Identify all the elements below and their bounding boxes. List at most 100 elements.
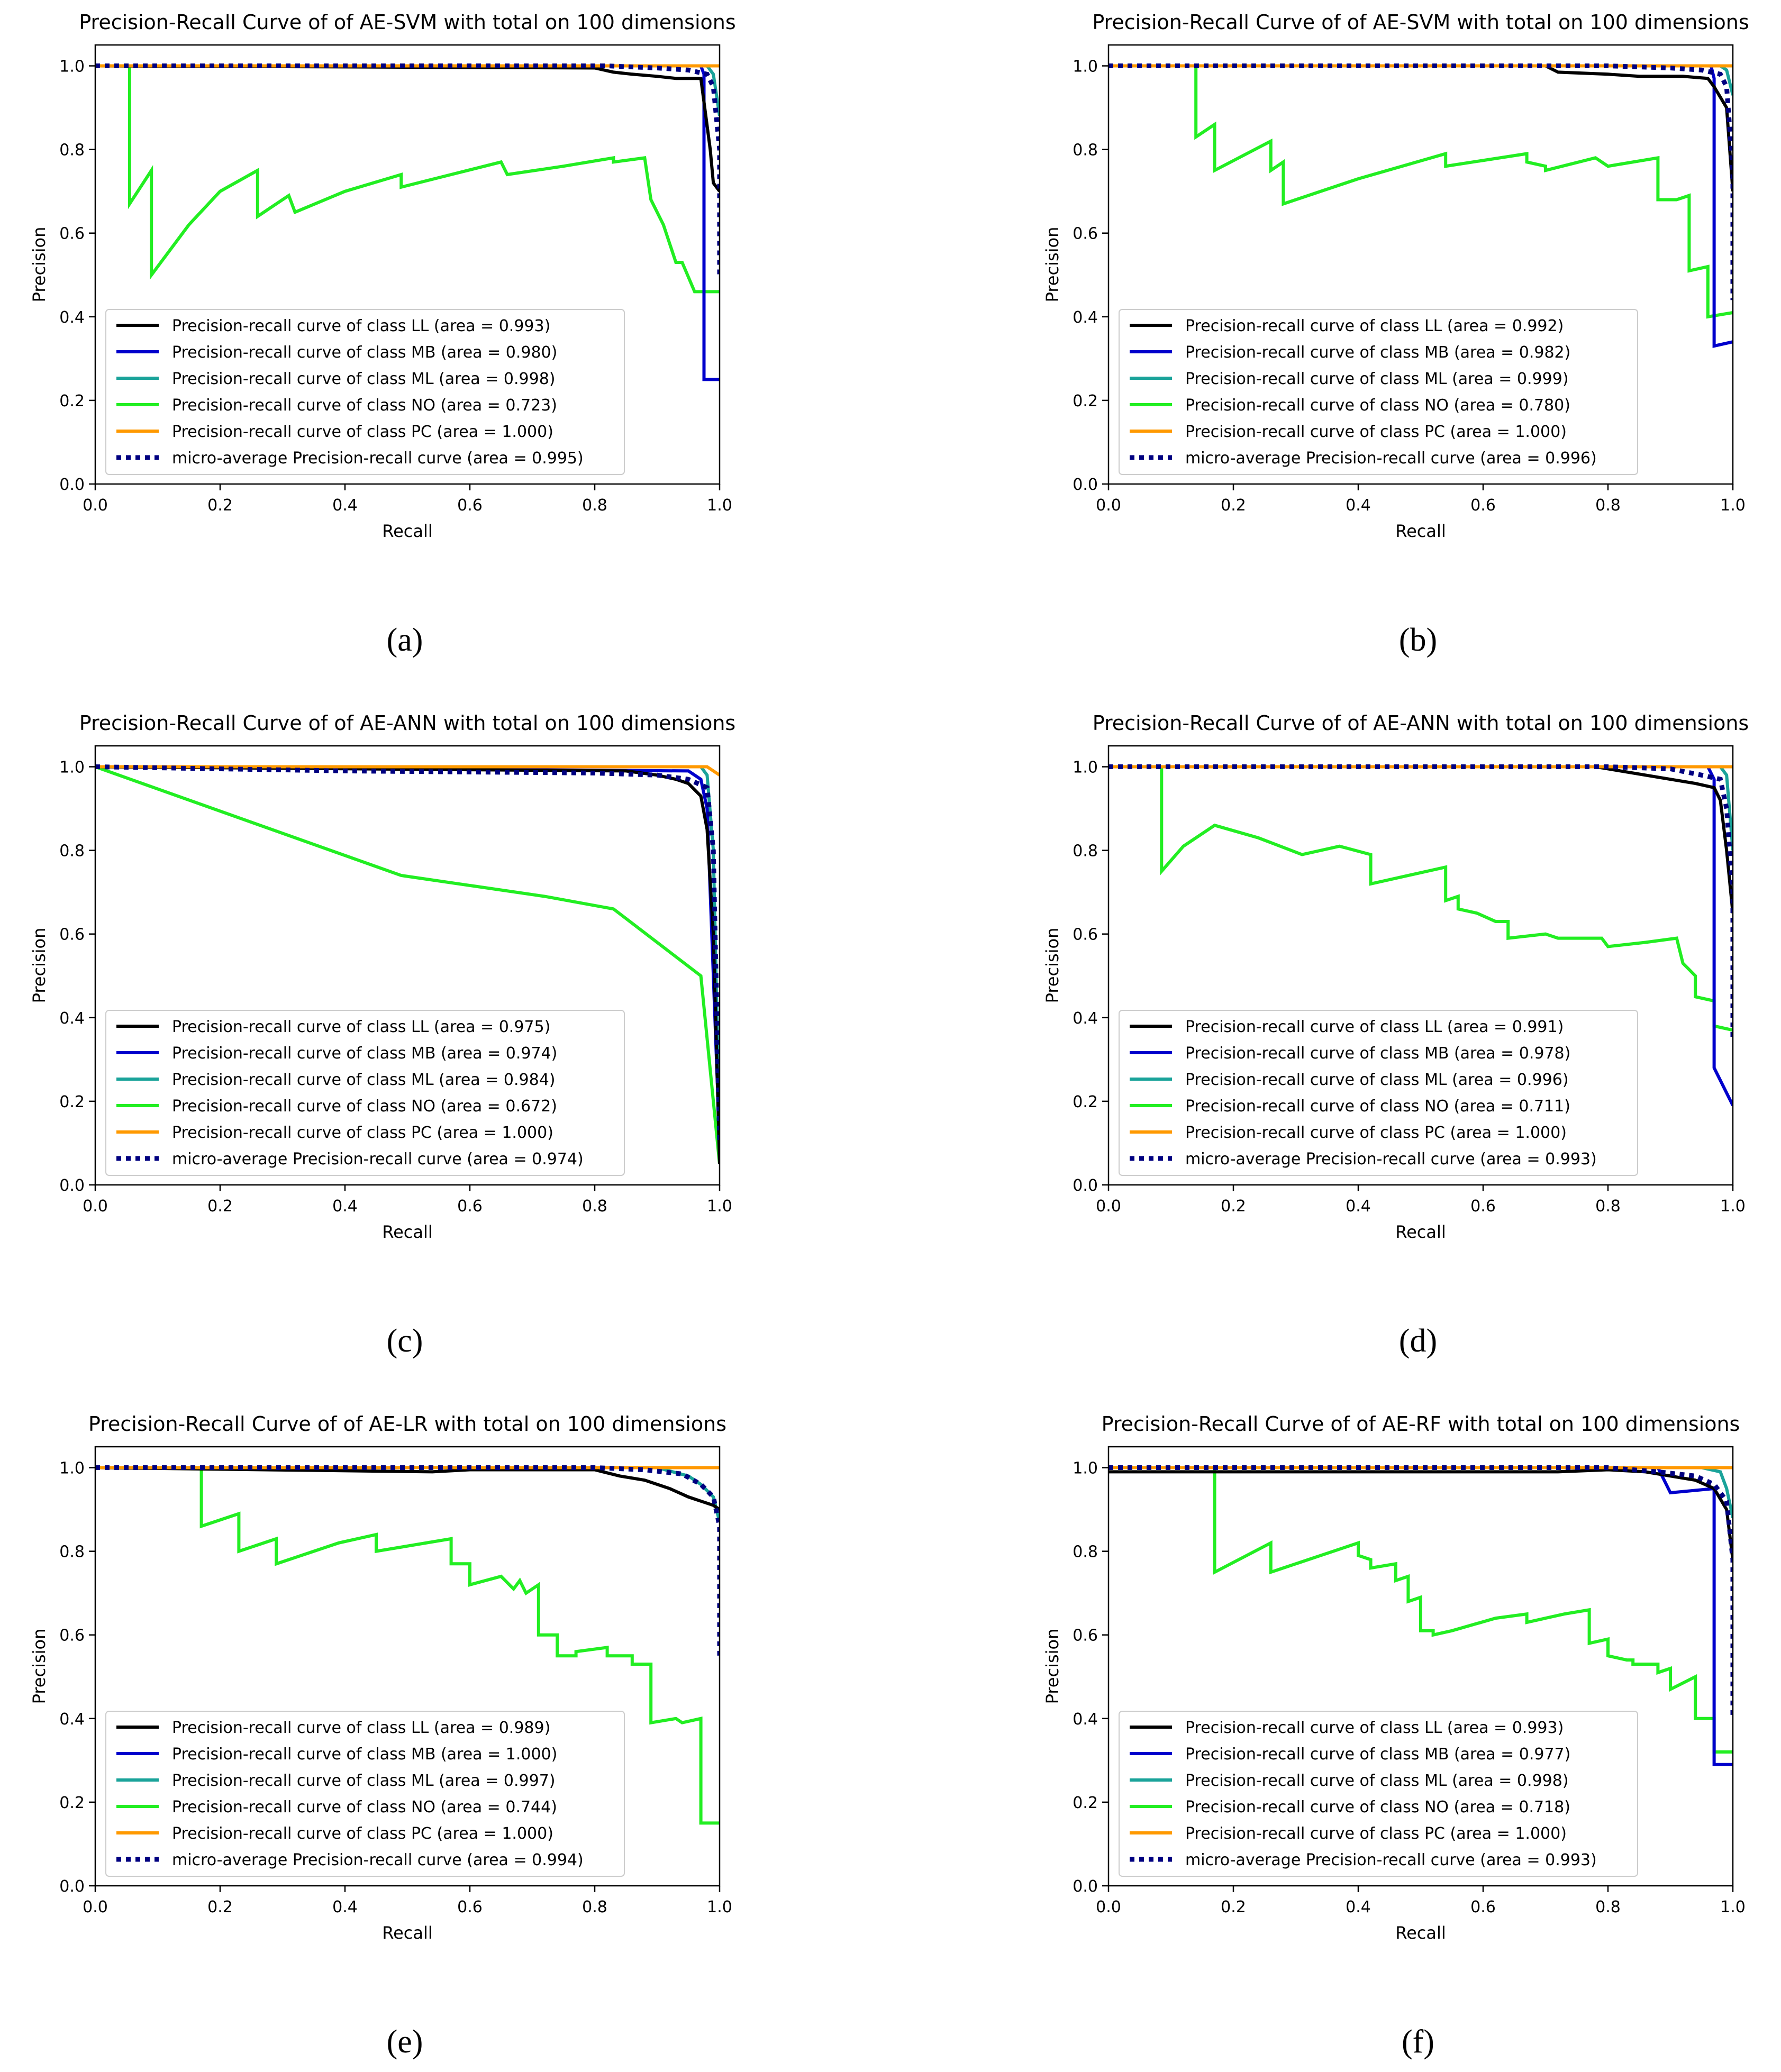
y-tick-label: 0.0	[59, 1176, 85, 1195]
x-tick-label: 0.2	[1221, 1898, 1246, 1916]
y-tick-label: 0.2	[1073, 1093, 1098, 1111]
legend-box	[1119, 1010, 1638, 1176]
series-line-mb	[1108, 64, 1733, 348]
legend-entry: Precision-recall curve of class LL (area…	[172, 317, 550, 335]
x-tick-label: 0.2	[207, 496, 233, 515]
legend-entry: Precision-recall curve of class ML (area…	[172, 1772, 555, 1790]
x-tick-label: 0.4	[1346, 1197, 1371, 1216]
series-line-no	[1108, 64, 1733, 319]
y-axis-label: Precision	[1042, 928, 1062, 1003]
y-tick-label: 0.2	[59, 392, 85, 410]
series-line-ml	[1108, 64, 1733, 96]
y-tick-label: 0.6	[59, 1627, 85, 1645]
x-tick-label: 1.0	[1720, 496, 1746, 515]
x-tick-label: 0.2	[1221, 1197, 1246, 1216]
legend-entry: Precision-recall curve of class MB (area…	[172, 1044, 557, 1063]
series-line-ll	[1108, 64, 1733, 191]
y-tick-label: 0.4	[59, 1710, 85, 1729]
x-tick-label: 0.8	[582, 496, 607, 515]
x-tick-label: 1.0	[1720, 1898, 1746, 1916]
legend: Precision-recall curve of class LL (area…	[105, 1711, 625, 1877]
legend-box	[105, 309, 625, 475]
x-tick-label: 0.8	[1595, 1898, 1621, 1916]
legend-entry: Precision-recall curve of class PC (area…	[1185, 423, 1567, 441]
x-tick-label: 0.4	[332, 1197, 358, 1216]
y-tick-label: 1.0	[1073, 58, 1098, 76]
legend-entry: Precision-recall curve of class ML (area…	[1185, 1071, 1568, 1089]
y-tick-label: 0.0	[59, 1877, 85, 1896]
chart-panel: Precision-Recall Curve of of AE-SVM with…	[29, 11, 736, 658]
y-axis-label: Precision	[1042, 1629, 1062, 1704]
series-line-ll	[1108, 1468, 1733, 1560]
y-tick-label: 0.8	[59, 141, 85, 160]
legend-entry: Precision-recall curve of class LL (area…	[1185, 317, 1564, 335]
legend-entry: micro-average Precision-recall curve (ar…	[1185, 449, 1597, 468]
x-tick-label: 0.0	[83, 1898, 108, 1916]
x-axis-label: Recall	[1395, 1222, 1446, 1242]
y-tick-label: 1.0	[59, 1459, 85, 1478]
y-tick-label: 0.0	[59, 476, 85, 494]
x-tick-label: 0.0	[1096, 1197, 1121, 1216]
x-tick-label: 0.6	[1470, 1197, 1496, 1216]
y-tick-label: 0.6	[59, 926, 85, 944]
y-tick-label: 0.6	[1073, 926, 1098, 944]
legend-entry: Precision-recall curve of class ML (area…	[172, 370, 555, 388]
x-axis-label: Recall	[382, 521, 432, 541]
series-line-no	[95, 1466, 720, 1825]
legend-entry: Precision-recall curve of class MB (area…	[1185, 343, 1570, 362]
chart-panel: Precision-Recall Curve of of AE-ANN with…	[29, 711, 735, 1359]
y-tick-label: 0.8	[1073, 141, 1098, 160]
legend-entry: Precision-recall curve of class LL (area…	[172, 1018, 550, 1036]
series-line-pc	[95, 765, 720, 777]
x-tick-label: 0.8	[582, 1197, 607, 1216]
x-axis-label: Recall	[382, 1222, 432, 1242]
legend: Precision-recall curve of class LL (area…	[1119, 1010, 1638, 1176]
legend-entry: micro-average Precision-recall curve (ar…	[1185, 1150, 1597, 1169]
x-tick-label: 1.0	[1720, 1197, 1746, 1216]
legend-box	[1119, 309, 1638, 475]
chart-title: Precision-Recall Curve of of AE-ANN with…	[79, 711, 735, 735]
series-line-micro	[95, 63, 720, 275]
legend-entry: Precision-recall curve of class PC (area…	[1185, 1824, 1567, 1843]
legend-entry: micro-average Precision-recall curve (ar…	[172, 1851, 584, 1869]
y-tick-label: 0.6	[1073, 1627, 1098, 1645]
legend-entry: Precision-recall curve of class MB (area…	[1185, 1044, 1570, 1063]
panel-label: (f)	[1402, 2024, 1434, 2060]
chart-title: Precision-Recall Curve of of AE-RF with …	[1102, 1412, 1740, 1436]
x-tick-label: 0.6	[1470, 496, 1496, 515]
panel-label: (a)	[387, 622, 423, 658]
y-tick-label: 0.6	[59, 225, 85, 243]
legend-entry: micro-average Precision-recall curve (ar…	[1185, 1851, 1597, 1869]
axes-frame	[1107, 1446, 1734, 1887]
x-tick-label: 0.4	[1346, 496, 1371, 515]
series-line-ml	[1108, 1466, 1733, 1519]
x-tick-label: 0.0	[83, 1197, 108, 1216]
y-tick-label: 0.4	[59, 308, 85, 327]
chart-title: Precision-Recall Curve of of AE-LR with …	[88, 1412, 726, 1436]
x-tick-label: 0.8	[1595, 1197, 1621, 1216]
x-tick-label: 0.2	[207, 1898, 233, 1916]
y-tick-label: 1.0	[59, 759, 85, 777]
legend: Precision-recall curve of class LL (area…	[105, 309, 625, 475]
y-tick-label: 1.0	[1073, 1459, 1098, 1478]
series-line-no	[95, 64, 720, 294]
y-tick-label: 0.4	[59, 1009, 85, 1028]
y-tick-label: 0.0	[1073, 476, 1098, 494]
y-tick-label: 0.2	[59, 1093, 85, 1111]
legend-entry: Precision-recall curve of class PC (area…	[1185, 1124, 1567, 1142]
y-tick-label: 0.4	[1073, 1710, 1098, 1729]
y-tick-label: 0.2	[1073, 1794, 1098, 1812]
series-line-ll	[95, 64, 720, 193]
legend-entry: Precision-recall curve of class LL (area…	[1185, 1719, 1564, 1737]
x-tick-label: 0.6	[457, 1197, 483, 1216]
y-tick-label: 0.4	[1073, 308, 1098, 327]
y-axis-label: Precision	[29, 1629, 49, 1704]
y-tick-label: 0.8	[1073, 1543, 1098, 1562]
legend-entry: micro-average Precision-recall curve (ar…	[172, 1150, 584, 1169]
axes-frame	[1107, 44, 1734, 485]
x-tick-label: 0.4	[1346, 1898, 1371, 1916]
legend-entry: Precision-recall curve of class NO (area…	[172, 1097, 557, 1116]
axes-frame	[94, 44, 721, 485]
legend-entry: Precision-recall curve of class MB (area…	[172, 343, 557, 362]
chart-title: Precision-Recall Curve of of AE-ANN with…	[1093, 711, 1749, 735]
